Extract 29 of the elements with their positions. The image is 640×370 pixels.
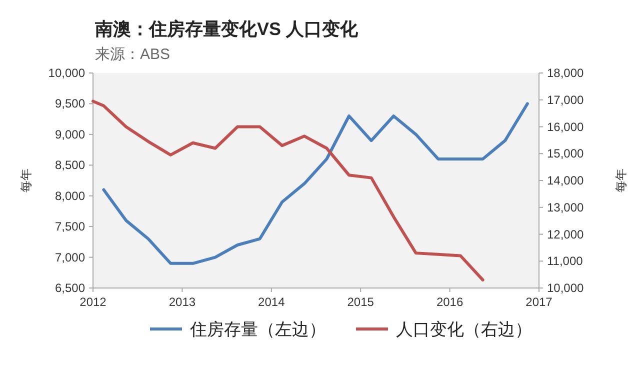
y2-tick-label: 13,000 bbox=[547, 200, 584, 214]
y2-tick-label: 12,000 bbox=[547, 227, 584, 242]
x-tick-label: 2012 bbox=[80, 295, 107, 309]
y-tick-label: 8,500 bbox=[54, 158, 86, 172]
y-tick-label: 9,500 bbox=[54, 96, 86, 111]
x-tick-label: 2017 bbox=[526, 295, 553, 309]
x-tick-label: 2016 bbox=[436, 295, 464, 309]
y-tick-label: 7,500 bbox=[54, 220, 86, 234]
y-tick-label: 6,500 bbox=[54, 281, 86, 295]
chart-title: 南澳：住房存量变化VS 人口变化 bbox=[94, 19, 360, 39]
y2-tick-label: 17,000 bbox=[547, 92, 584, 107]
chart-subtitle: 来源：ABS bbox=[95, 46, 170, 63]
legend-label: 人口变化（右边） bbox=[396, 320, 532, 339]
legend-label: 住房存量（左边） bbox=[189, 320, 326, 339]
y-axis-title: 每年 bbox=[19, 168, 33, 192]
x-tick-label: 2014 bbox=[258, 295, 286, 309]
y2-tick-label: 15,000 bbox=[547, 146, 584, 161]
y2-axis-title: 每年 bbox=[614, 168, 628, 192]
y-tick-label: 8,000 bbox=[54, 188, 86, 203]
x-tick-label: 2015 bbox=[347, 295, 374, 309]
y2-tick-label: 18,000 bbox=[547, 66, 584, 80]
y2-tick-label: 10,000 bbox=[547, 281, 584, 295]
y2-tick-label: 11,000 bbox=[547, 254, 584, 268]
y-tick-label: 9,000 bbox=[54, 127, 86, 142]
y2-tick-label: 14,000 bbox=[547, 174, 584, 188]
y2-tick-label: 16,000 bbox=[547, 120, 584, 134]
x-tick-label: 2013 bbox=[168, 295, 196, 309]
y-tick-label: 10,000 bbox=[48, 66, 86, 80]
y-tick-label: 7,000 bbox=[54, 250, 86, 264]
